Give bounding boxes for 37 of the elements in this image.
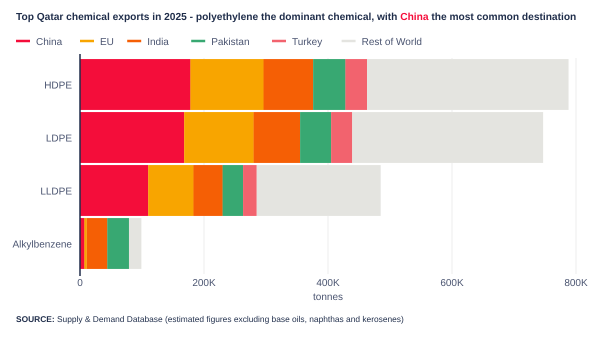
bar xyxy=(86,218,108,269)
x-tick-label: 800K xyxy=(564,278,588,289)
legend-label: China xyxy=(36,37,63,48)
bar xyxy=(243,165,257,216)
y-tick-label: HDPE xyxy=(44,80,72,92)
legend-label: Pakistan xyxy=(211,37,250,48)
bar xyxy=(193,165,223,216)
bar xyxy=(184,112,254,163)
legend-label: Rest of World xyxy=(362,37,422,48)
legend-label: Turkey xyxy=(292,37,322,48)
bar xyxy=(128,218,142,269)
bar xyxy=(84,218,87,269)
x-axis-title: tonnes xyxy=(312,292,344,303)
x-tick-label: 600K xyxy=(440,278,464,289)
bar xyxy=(313,59,346,110)
y-tick-label: LDPE xyxy=(46,134,72,144)
bar xyxy=(148,165,194,216)
y-tick-label: Alkylbenzene xyxy=(12,240,72,250)
bar xyxy=(222,165,244,216)
bar xyxy=(345,59,368,110)
bar xyxy=(80,59,190,110)
bar xyxy=(190,59,264,110)
bar xyxy=(107,218,129,269)
bar xyxy=(80,112,184,163)
legend-label: India xyxy=(147,37,170,48)
source-note: SOURCE: Supply & Demand Database (estimated figures excluding base oils, naphthas and kerosenes) xyxy=(16,314,404,324)
bar xyxy=(254,112,300,163)
bar xyxy=(300,112,332,163)
bar xyxy=(331,112,352,163)
legend-label: EU xyxy=(100,37,114,48)
x-tick-label: 0 xyxy=(77,278,84,289)
x-tick-label: 400K xyxy=(316,278,340,289)
bar xyxy=(264,59,314,110)
y-tick-label: LLDPE xyxy=(40,186,72,198)
chart-title: Top Qatar chemical exports in 2025 - polyethylene the dominant chemical, with China the most common destination xyxy=(16,12,576,23)
bar xyxy=(80,165,148,216)
x-tick-label: 200K xyxy=(192,278,216,289)
